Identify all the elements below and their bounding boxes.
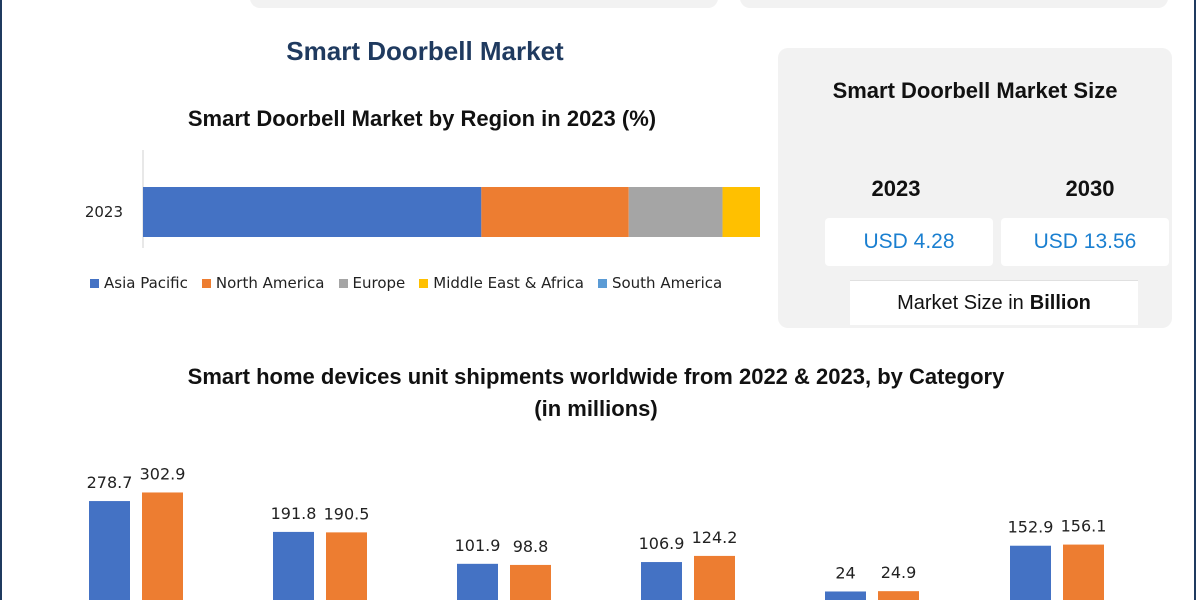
shipments-value-label-6-2022: 152.9 (1008, 518, 1054, 537)
region-chart: 2023 (85, 150, 760, 248)
legend-swatch-asia-pacific (90, 278, 99, 288)
market-size-unit-emphasis: Billion (1029, 291, 1091, 314)
market-size-panel: Smart Doorbell Market Size 2023 2030 USD… (778, 48, 1172, 328)
shipments-bar-4-2022 (641, 562, 682, 600)
shipments-bar-3-2023 (510, 564, 551, 600)
legend-label-europe: Europe (352, 274, 406, 292)
shipments-bar-5-2022 (825, 591, 866, 600)
shipments-value-label-1-2023: 302.9 (140, 464, 186, 483)
shipments-value-label-1-2022: 278.7 (87, 473, 133, 492)
shipments-chart-title: Smart home devices unit shipments worldw… (187, 364, 1005, 389)
legend-item-asia-pacific: Asia Pacific (90, 274, 188, 292)
legend-swatch-europe (338, 278, 348, 288)
legend-item-europe: Europe (338, 274, 406, 292)
shipments-bar-2-2022 (273, 531, 314, 600)
market-size-year-2030: 2030 (1065, 176, 1115, 201)
shipments-value-label-4-2022: 106.9 (639, 534, 685, 553)
shipments-value-label-3-2022: 101.9 (455, 536, 501, 555)
shipments-value-label-5-2023: 24.9 (881, 563, 917, 582)
shipments-chart-subtitle: (in millions) (534, 396, 658, 421)
legend-item-north-america: North America (201, 274, 325, 292)
shipments-bar-3-2022 (457, 563, 498, 600)
shipments-bar-5-2023 (878, 591, 919, 600)
region-category-label: 2023 (85, 203, 123, 221)
top-card-right (740, 0, 1168, 8)
shipments-value-label-2-2022: 191.8 (271, 504, 317, 523)
market-size-unit: Market Size in Billion (850, 280, 1138, 325)
legend-swatch-north-america (201, 278, 211, 288)
legend-label-south-america: South America (611, 274, 723, 292)
region-segment-europe (628, 187, 723, 237)
shipments-bar-6-2023 (1063, 544, 1104, 600)
shipments-value-label-5-2022: 24 (835, 563, 855, 582)
shipments-bar-2-2023 (326, 532, 367, 600)
legend-label-middle-east-africa: Middle East & Africa (433, 274, 584, 292)
legend-item-middle-east-africa: Middle East & Africa (419, 274, 584, 292)
legend-swatch-middle-east-africa (419, 278, 429, 288)
shipments-bar-1-2023 (142, 492, 183, 600)
region-segment-middle-east-africa (722, 187, 760, 237)
shipments-bar-6-2022 (1010, 545, 1051, 600)
main-title: Smart Doorbell Market (286, 36, 564, 66)
legend-item-south-america: South America (597, 274, 723, 292)
region-segment-north-america (481, 187, 629, 237)
shipments-bar-1-2022 (89, 501, 130, 600)
shipments-value-label-2-2023: 190.5 (324, 504, 370, 523)
shipments-value-label-3-2023: 98.8 (513, 537, 549, 556)
market-size-title: Smart Doorbell Market Size (832, 78, 1118, 103)
shipments-value-label-6-2023: 156.1 (1061, 517, 1107, 536)
region-chart-title: Smart Doorbell Market by Region in 2023 … (187, 106, 657, 131)
shipments-chart: 278.7 302.9 191.8 190.5 101.9 98.8 106.9 124.2 2… (87, 464, 1107, 600)
region-legend: Asia Pacific North America Europe Middle… (90, 274, 750, 292)
shipments-value-label-4-2023: 124.2 (692, 528, 738, 547)
legend-label-north-america: North America (215, 274, 325, 292)
market-size-value-2023: USD 4.28 (825, 218, 993, 266)
market-size-value-2030: USD 13.56 (1001, 218, 1169, 266)
legend-label-asia-pacific: Asia Pacific (104, 274, 188, 292)
region-segment-asia-pacific (143, 187, 482, 237)
market-size-unit-prefix: Market Size in (897, 291, 1024, 314)
shipments-bar-4-2023 (694, 555, 735, 600)
top-card-left (250, 0, 718, 8)
market-size-year-2023: 2023 (871, 176, 921, 201)
legend-swatch-south-america (597, 278, 607, 288)
